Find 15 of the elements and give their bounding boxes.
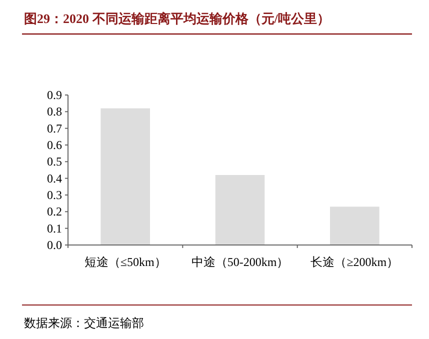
y-tick-label: 0.3 — [47, 188, 62, 202]
y-tick-label: 0.1 — [47, 221, 62, 236]
y-tick-label: 0.0 — [47, 238, 62, 252]
x-tick-label: 中途（50-200km） — [191, 255, 289, 269]
x-tick-label: 长途（≥200km） — [310, 255, 399, 269]
source-note: 数据来源：交通运输部 — [24, 316, 144, 330]
y-tick-label: 0.6 — [47, 138, 62, 152]
y-tick-label: 0.2 — [47, 204, 62, 219]
y-tick-label: 0.4 — [47, 171, 62, 186]
title: 图29：2020 不同运输距离平均运输价格（元/吨公里） — [24, 11, 330, 26]
y-tick-label: 0.5 — [47, 154, 62, 169]
x-tick-label: 短途（≤50km） — [84, 255, 166, 269]
y-tick-label: 0.7 — [47, 121, 62, 136]
y-tick-label: 0.8 — [47, 104, 62, 119]
y-tick-label: 0.9 — [47, 88, 62, 102]
